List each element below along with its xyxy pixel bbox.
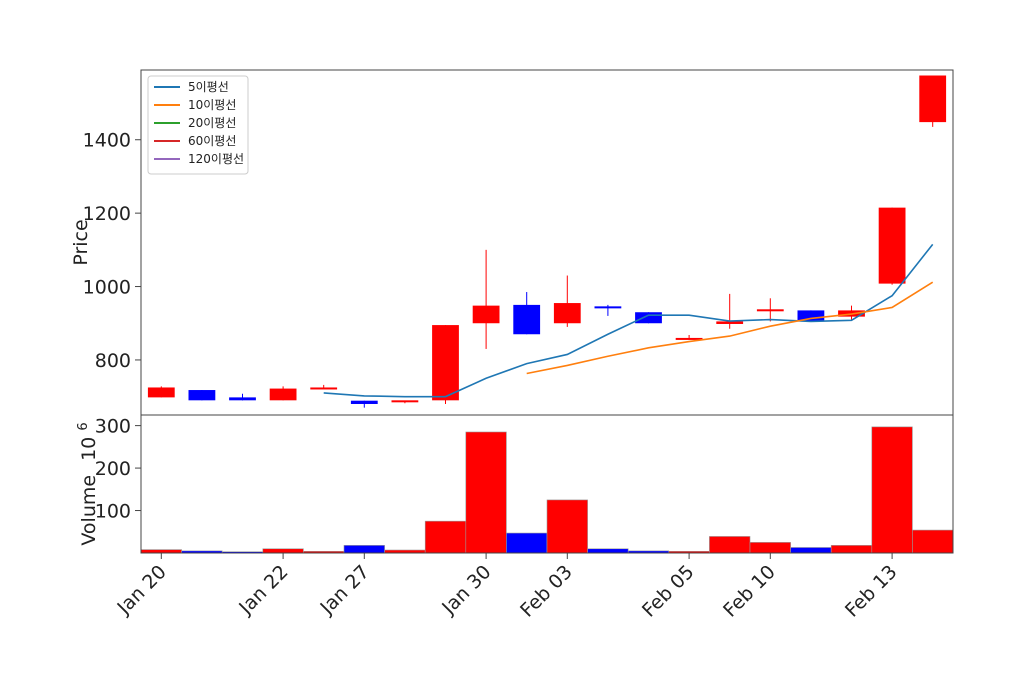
date-tick-label: Jan 30: [437, 561, 495, 619]
candle-body: [797, 310, 825, 322]
volume-bar: [424, 520, 467, 554]
volume-tick-label: 200: [95, 458, 131, 480]
volume-bar: [830, 545, 873, 554]
volume-bar: [262, 548, 304, 554]
date-tick-label: Jan 22: [234, 561, 292, 619]
candle-body: [188, 390, 216, 401]
volume-bar: [140, 549, 182, 554]
candle-body: [269, 388, 297, 401]
candle-body: [878, 207, 906, 284]
price-tick-label: 1200: [83, 203, 131, 225]
candle-body: [147, 387, 175, 398]
legend-label: 20이평선: [188, 116, 236, 130]
price-panel: 800 1000 1200 1400 Price: [70, 69, 954, 416]
ma-line-5이평선: [323, 243, 934, 398]
date-tick-label: Jan 20: [112, 561, 170, 619]
legend-label: 120이평선: [188, 152, 244, 166]
date-tick-label: Jan 27: [315, 561, 373, 619]
date-tick-label: Feb 05: [638, 561, 699, 622]
date-tick-label: Feb 13: [841, 561, 902, 622]
price-tick-label: 1000: [83, 277, 131, 299]
ma-line-10이평선: [526, 281, 934, 375]
price-tick-label: 800: [95, 350, 131, 372]
volume-panel: 100 200 300 Volume 10 6: [76, 414, 954, 554]
candle-body: [472, 305, 500, 324]
candle-body: [229, 397, 256, 401]
volume-bar: [465, 431, 507, 554]
volume-bar: [343, 545, 385, 554]
volume-bar: [871, 426, 913, 554]
candle-body: [919, 75, 947, 123]
volume-bar: [709, 536, 751, 554]
candle-body: [391, 400, 419, 403]
volume-axis-multiplier: 10: [78, 437, 100, 461]
candle-body: [432, 325, 459, 401]
candle-body: [310, 387, 338, 390]
volume-axis-label: Volume 10 6: [76, 422, 100, 545]
volume-bar: [912, 529, 954, 554]
price-axis-ticks: 800 1000 1200 1400: [83, 130, 141, 372]
price-axis-label: Price: [70, 219, 92, 265]
candle-body: [594, 306, 622, 309]
date-axis-ticks: Jan 20 Jan 22 Jan 27 Jan 30 Feb 03 Feb 05 Feb …: [112, 553, 902, 622]
volume-plot-frame: [140, 414, 954, 554]
volume-bar: [790, 547, 832, 554]
volume-axis-label-text: Volume: [78, 475, 100, 546]
candles: [147, 75, 947, 408]
legend-label: 10이평선: [188, 98, 236, 112]
candle-body: [635, 312, 662, 324]
candle-body: [756, 309, 784, 312]
legend-label: 60이평선: [188, 134, 236, 148]
volume-bar: [546, 499, 588, 554]
price-tick-label: 1400: [83, 130, 131, 152]
volume-tick-label: 300: [95, 416, 131, 438]
candle-body: [350, 400, 378, 404]
volume-bar: [506, 532, 548, 554]
legend-label: 5이평선: [188, 80, 229, 94]
candle-body: [513, 304, 541, 335]
legend: 5이평선 10이평선 20이평선 60이평선 120이평선: [147, 75, 249, 175]
date-tick-label: Feb 10: [719, 561, 780, 622]
moving-average-lines: [323, 243, 934, 398]
volume-tick-label: 100: [95, 501, 131, 523]
volume-bar: [749, 542, 791, 554]
volume-bar: [587, 548, 629, 554]
date-tick-label: Feb 03: [516, 561, 577, 622]
legend-box: [147, 75, 249, 175]
candle-body: [553, 303, 581, 324]
volume-axis-ticks: 100 200 300: [95, 416, 141, 523]
candle-body: [716, 321, 744, 324]
candle-body: [675, 337, 703, 340]
price-plot-frame: [140, 69, 954, 416]
volume-axis-exponent: 6: [76, 422, 91, 430]
volume-bars: [140, 426, 954, 554]
